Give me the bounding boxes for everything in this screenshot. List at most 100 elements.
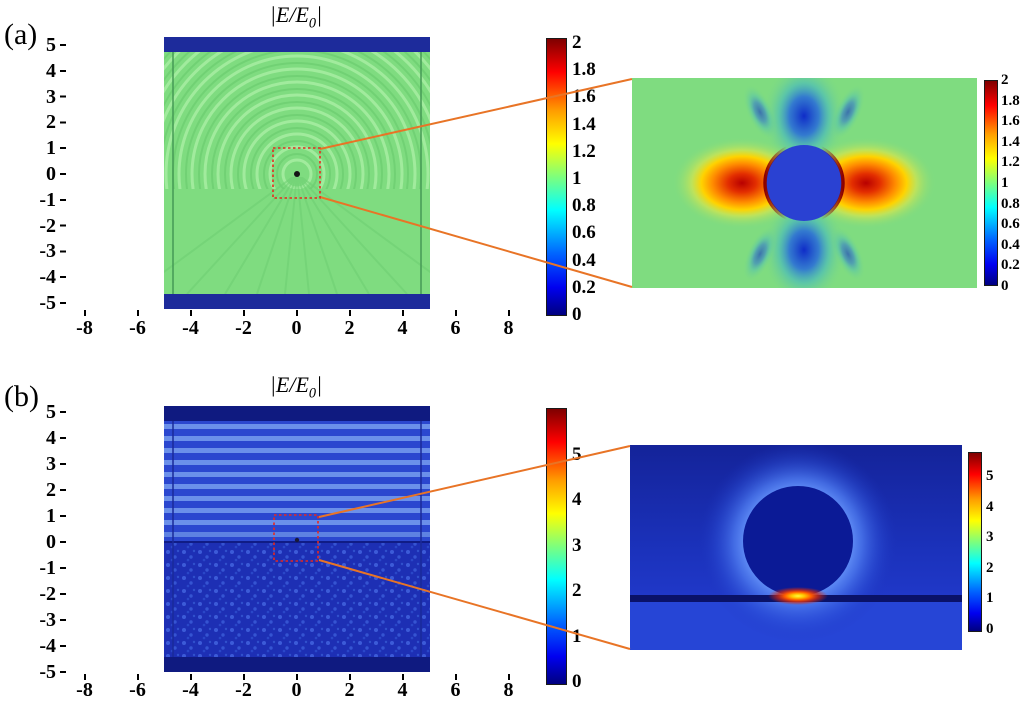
inset-colorbar-tick-label: 0.6 — [1001, 216, 1020, 233]
plot-title-b-text: |E/E — [269, 372, 309, 397]
colorbar-tick-label: 0.8 — [572, 195, 596, 217]
colorbar-tick-label: 1.2 — [572, 140, 596, 162]
inset-colorbar-tick-label: 0.4 — [1001, 236, 1020, 253]
pml-band-top-b — [164, 406, 430, 421]
inset-colorbar-b — [968, 452, 982, 632]
colorbar-tick-label: 2 — [572, 580, 582, 602]
y-tick-label: -2 — [39, 583, 56, 605]
x-tick-label: -8 — [76, 317, 93, 339]
y-tick-label: 1 — [46, 505, 56, 527]
x-tick-label: 8 — [503, 679, 514, 701]
colorbar-tick-label: 1.8 — [572, 59, 596, 81]
x-axis-tickmarks-a — [84, 310, 511, 316]
colorbar-tick-label: 1.6 — [572, 86, 596, 108]
y-tick-label: 1 — [46, 137, 56, 160]
y-tick-label: 3 — [46, 453, 56, 475]
y-tick-label: -3 — [39, 240, 56, 263]
plot-title-b-sub: 0 — [308, 385, 317, 402]
inset-colorbar-tick-label: 0.2 — [1001, 257, 1020, 274]
nanoparticle-b — [743, 486, 853, 596]
particle-rim-enhancement — [763, 142, 845, 224]
colorbar-tick-label: 1.4 — [572, 113, 596, 135]
panel-label-a: (a) — [4, 18, 38, 51]
colorbar-tick-label: 2 — [572, 32, 582, 53]
pml-band-bottom-a — [164, 294, 430, 309]
x-tick-label: -8 — [76, 679, 93, 701]
field-map-a — [164, 37, 430, 309]
y-tick-label: 4 — [46, 427, 56, 449]
y-tick-label: 0 — [46, 531, 56, 553]
x-tick-label: 6 — [450, 679, 461, 701]
x-tick-label: -2 — [235, 679, 252, 701]
colorbar-tick-label: 4 — [572, 489, 582, 511]
inset-colorbar-tick-label: 1.8 — [1001, 92, 1020, 109]
scattered-field-below-substrate-b — [164, 543, 430, 657]
x-tick-label: 4 — [397, 317, 408, 339]
inset-colorbar-tick-label: 4 — [986, 498, 994, 515]
y-tick-label: 4 — [46, 59, 56, 82]
interference-fringes-a — [164, 52, 430, 189]
x-axis-ticks-a: -8 -6 -4 -2 0 2 4 6 8 — [58, 318, 535, 338]
colorbar-tick-label: 5 — [572, 444, 582, 465]
inset-colorbar-tick-label: 5 — [986, 468, 994, 484]
x-tick-label: 2 — [344, 317, 355, 339]
y-tick-label: 0 — [46, 162, 56, 185]
colorbar-tick-label: 0 — [572, 303, 582, 325]
inset-colorbar-labels-a: 2 1.8 1.6 1.4 1.2 1 0.8 0.6 0.4 0.2 0 — [1001, 72, 1024, 294]
x-tick-label: 2 — [344, 679, 355, 701]
inset-colorbar-tick-label: 0 — [986, 620, 994, 637]
inset-colorbar-tick-label: 1 — [986, 590, 994, 607]
y-tick-label: 2 — [46, 479, 56, 501]
y-axis-tickmarks-a — [60, 44, 66, 306]
y-tick-label: 2 — [46, 111, 56, 134]
inset-colorbar-tick-label: 1.6 — [1001, 113, 1020, 130]
panel-label-b: (b) — [4, 380, 39, 413]
x-tick-label: -2 — [235, 317, 252, 339]
field-map-b — [164, 406, 430, 672]
x-axis-ticks-b: -8 -6 -4 -2 0 2 4 6 8 — [58, 680, 535, 700]
x-tick-label: -6 — [129, 317, 146, 339]
colorbar-tick-label: 1 — [572, 625, 582, 647]
y-tick-label: -4 — [39, 635, 56, 657]
colorbar-tick-label: 3 — [572, 534, 582, 556]
x-tick-label: 6 — [450, 317, 461, 339]
y-tick-label: 3 — [46, 85, 56, 108]
y-tick-label: 5 — [46, 34, 56, 56]
inset-colorbar-tick-label: 0 — [1001, 277, 1009, 294]
x-tick-label: -4 — [182, 317, 199, 339]
y-tick-label: -5 — [39, 661, 56, 683]
y-tick-label: -5 — [39, 291, 56, 314]
inset-colorbar-tick-label: 2 — [986, 559, 994, 576]
inset-a — [632, 78, 977, 288]
x-tick-label: 0 — [291, 679, 302, 701]
plot-title-a-end: | — [316, 2, 323, 27]
colorbar-tick-label: 1 — [572, 167, 582, 189]
inset-colorbar-tick-label: 1.2 — [1001, 154, 1020, 171]
pml-band-top-a — [164, 37, 430, 52]
y-tick-label: -3 — [39, 609, 56, 631]
colorbar-a — [546, 38, 567, 316]
plot-title-a-text: |E/E — [269, 2, 309, 27]
x-tick-label: 0 — [291, 317, 302, 339]
plot-title-a-sub: 0 — [308, 15, 317, 32]
colorbar-tick-label: 0 — [572, 670, 582, 692]
y-axis-tickmarks-b — [60, 411, 66, 674]
inset-colorbar-a — [984, 80, 998, 286]
inset-colorbar-tick-label: 3 — [986, 529, 994, 546]
inset-colorbar-tick-label: 1 — [1001, 174, 1009, 191]
x-tick-label: 4 — [397, 679, 408, 701]
y-tick-label: -2 — [39, 214, 56, 237]
colorbar-labels-a: 2 1.8 1.6 1.4 1.2 1 0.8 0.6 0.4 0.2 0 — [572, 33, 608, 325]
contact-hot-spot — [768, 587, 828, 605]
x-axis-tickmarks-b — [84, 674, 511, 680]
y-tick-label: -1 — [39, 557, 56, 579]
y-tick-label: -1 — [39, 188, 56, 211]
inset-colorbar-labels-b: 5 4 3 2 1 0 — [986, 468, 1009, 637]
y-tick-label: -4 — [39, 266, 56, 289]
inset-colorbar-tick-label: 1.4 — [1001, 133, 1020, 150]
colorbar-tick-label: 0.6 — [572, 222, 596, 244]
inset-colorbar-tick-label: 0.8 — [1001, 195, 1020, 212]
colorbar-tick-label: 0.2 — [572, 276, 596, 298]
pml-band-bottom-b — [164, 657, 430, 672]
